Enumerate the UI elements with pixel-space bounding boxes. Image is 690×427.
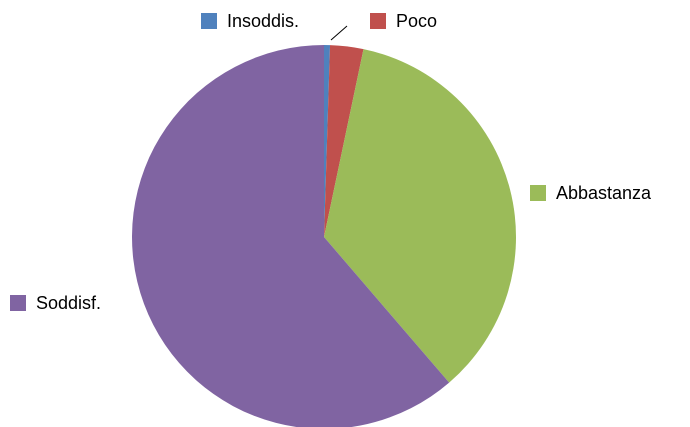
pie-slice-insoddis [324,45,331,237]
slice-label-soddisf: Soddisf. [10,292,101,314]
pie-slices [132,45,517,427]
pie-slice-soddisf [132,45,450,427]
pie-slice-abbastanza [324,49,517,383]
slice-label-abbastanza: Abbastanza [530,182,651,204]
slice-swatch-abbastanza [530,185,546,201]
slice-label-poco: Poco [370,10,437,32]
slice-label-poco-text: Poco [396,11,438,31]
slice-swatch-insoddis [201,13,217,29]
slice-label-abbastanza-text: Abbastanza [556,183,652,203]
leader-line-poco [330,25,348,41]
slice-swatch-poco [370,13,386,29]
slice-label-insoddis-text: Insoddis. [227,11,300,31]
slice-label-soddisf-text: Soddisf. [36,293,102,313]
pie-slice-poco [324,45,364,237]
slice-label-insoddis: Insoddis. [201,10,299,32]
slice-swatch-soddisf [10,295,26,311]
